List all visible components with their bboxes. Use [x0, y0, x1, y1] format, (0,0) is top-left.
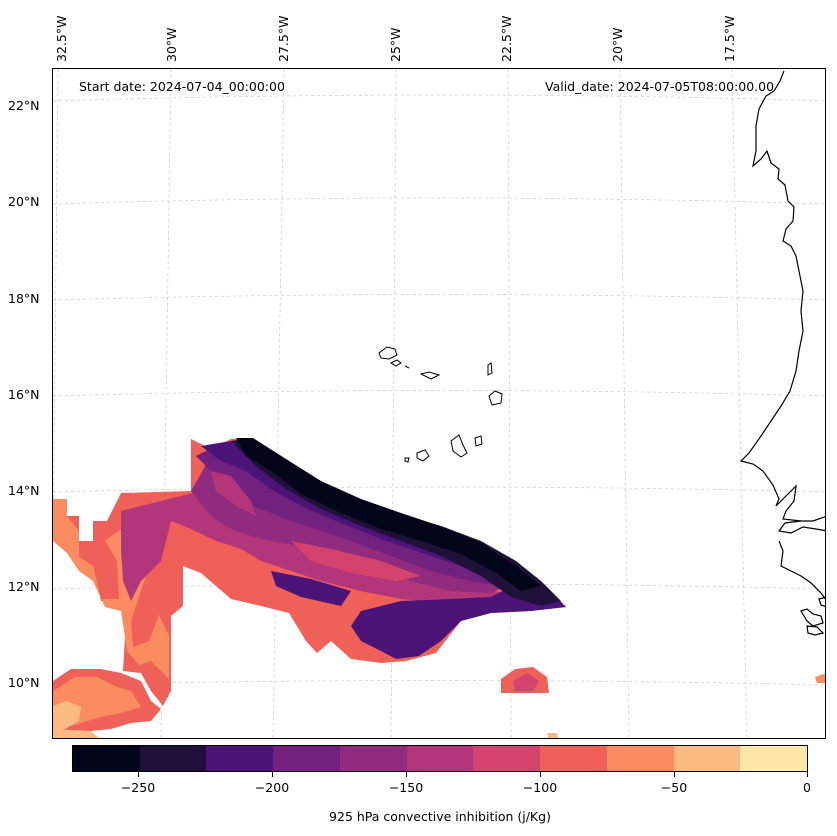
lon-label-25w: 25°W [388, 27, 403, 62]
colorbar-label-0: 0 [803, 780, 811, 795]
colorbar-bin-10 [673, 746, 741, 771]
africa-coastline [739, 70, 825, 636]
lat-label-18n: 18°N [8, 291, 40, 306]
gridline-lon-20w [619, 69, 630, 738]
contour-core-minus-125 [211, 471, 256, 516]
colorbar-bin-2 [139, 746, 207, 771]
coastline-gambia [777, 520, 825, 534]
colorbar-bin-7 [473, 746, 541, 771]
gridline-lon-32-5w [53, 69, 59, 582]
island-sao-vicente [389, 359, 402, 367]
island-santiago [450, 434, 468, 458]
coastline-bijagos [800, 608, 824, 627]
map-canvas [53, 69, 825, 738]
island-boa-vista [488, 390, 503, 406]
island-santo-antao [378, 346, 398, 360]
cin-patch-southwest [53, 669, 161, 738]
colorbar-bin-1 [73, 746, 140, 771]
lon-label-17-5w: 17.5°W [722, 15, 737, 62]
valid-date-label: Valid_date: 2024-07-05T08:00:00.00 [545, 79, 775, 94]
cape-verde-islands [378, 346, 503, 463]
colorbar-label-minus-100: −100 [522, 780, 558, 795]
cin-plume-main [53, 438, 566, 706]
map-panel [52, 68, 826, 739]
colorbar-label-minus-50: −50 [660, 780, 688, 795]
lat-label-20n: 20°N [8, 194, 40, 209]
lat-label-12n: 12°N [8, 579, 40, 594]
colorbar-bin-4 [273, 746, 340, 771]
gridline-lat-16n [53, 390, 825, 397]
contour-core-minus-200 [271, 571, 351, 606]
gridline-lon-22-5w [507, 69, 512, 738]
start-date-label: Start date: 2024-07-04_00:00:00 [79, 79, 285, 94]
contour-core-minus-125-b [291, 541, 421, 581]
colorbar-tick-minus-200 [272, 772, 273, 777]
colorbar-bin-3 [206, 746, 274, 771]
cin-patch-south-central [501, 667, 549, 693]
gridline-lon-17-5w [731, 69, 748, 738]
island-brava [404, 457, 410, 463]
island-fogo [416, 449, 430, 462]
sw-contour-minus-10 [53, 729, 99, 738]
island-sao-nicolau [419, 371, 441, 380]
coastline-bijagos-c [818, 596, 825, 607]
lat-label-14n: 14°N [8, 483, 40, 498]
cin-patch-west-edge [53, 499, 67, 513]
coastline-mauritania-senegal [739, 70, 825, 522]
island-maio [474, 435, 483, 447]
gridline-lat-22n [53, 94, 825, 102]
colorbar-tick-minus-100 [540, 772, 541, 777]
island-santa-luzia [404, 365, 410, 369]
lon-label-22-5w: 22.5°W [499, 15, 514, 62]
contour-level-minus-250 [236, 438, 541, 591]
sw-contour-minus-25 [53, 701, 81, 731]
cin-patch-south-edge [547, 733, 559, 738]
colorbar-tick-minus-50 [674, 772, 675, 777]
coastline-bijagos-b [806, 625, 825, 636]
lat-label-10n: 10°N [8, 675, 40, 690]
colorbar-bin-11 [740, 746, 808, 771]
coastline-guinea-bissau [778, 540, 825, 600]
colorbar-label-minus-200: −200 [254, 780, 290, 795]
gridline-lon-27-5w [272, 69, 285, 738]
gridline-lat-18n [53, 294, 825, 301]
colorbar-label-minus-150: −150 [388, 780, 424, 795]
contour-level-minus-200 [201, 441, 566, 659]
scp-contour-minus-100 [513, 673, 539, 691]
gridline-lat-14n [53, 486, 825, 493]
colorbar-tick-0 [807, 772, 808, 777]
colorbar-bin-5 [339, 746, 407, 771]
colorbar-bin-6 [406, 746, 474, 771]
gridline-lat-20n [53, 197, 825, 205]
colorbar-bin-8 [540, 746, 607, 771]
lon-label-20w: 20°W [610, 27, 625, 62]
colorbar-title: 925 hPa convective inhibition (j/Kg) [329, 809, 551, 824]
colorbar-bin-9 [606, 746, 674, 771]
lon-label-32-5w: 32.5°W [54, 15, 69, 62]
cin-patch-east-edge [815, 673, 825, 683]
colorbar-tick-minus-150 [406, 772, 407, 777]
lat-label-22n: 22°N [8, 98, 40, 113]
colorbar-label-minus-250: −250 [120, 780, 156, 795]
colorbar-tick-minus-250 [138, 772, 139, 777]
island-sal [487, 362, 493, 376]
lat-label-16n: 16°N [8, 387, 40, 402]
lon-label-30w: 30°W [164, 27, 179, 62]
lon-label-27-5w: 27.5°W [276, 15, 291, 62]
colorbar [72, 745, 808, 772]
